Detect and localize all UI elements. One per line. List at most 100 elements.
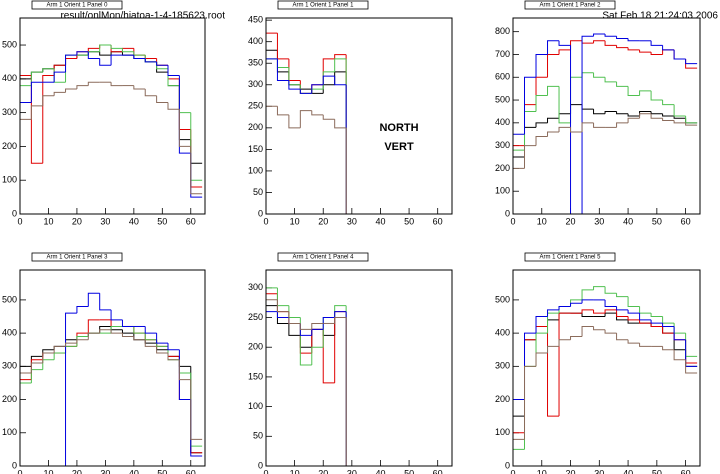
histogram-bin	[673, 104, 686, 117]
histogram-bin	[76, 339, 89, 344]
histogram-bin	[570, 40, 583, 50]
histogram-bin	[288, 67, 301, 86]
histogram-bin	[685, 339, 698, 364]
histogram-bin	[650, 90, 663, 101]
histogram-bin	[311, 346, 324, 366]
y-tick-label: 500	[495, 94, 510, 104]
histogram-bin	[288, 114, 301, 129]
histogram-bin	[156, 95, 168, 103]
histogram-bin	[144, 58, 157, 63]
y-tick-label: 200	[495, 394, 510, 404]
histogram-bin	[581, 313, 594, 318]
histogram-bin	[65, 54, 77, 73]
histogram-bin	[265, 58, 278, 214]
histogram-bin	[190, 399, 203, 457]
histogram-bin	[276, 106, 289, 116]
histogram-bin	[167, 65, 180, 76]
histogram-bin	[299, 110, 312, 128]
histogram-bin	[581, 35, 594, 214]
histogram-bin	[673, 49, 686, 60]
y-tick-label: 100	[495, 186, 510, 196]
histogram-bin	[19, 382, 32, 466]
histogram-bin	[265, 293, 278, 466]
histogram-bin	[570, 76, 583, 123]
histogram-bin	[673, 326, 686, 341]
histogram-bin	[639, 49, 652, 53]
histogram-bin	[627, 316, 640, 321]
x-tick-label: 40	[129, 216, 139, 226]
histogram-bin	[156, 61, 168, 66]
histogram-bin	[110, 82, 123, 87]
histogram-bin	[144, 333, 157, 341]
histogram-bin	[53, 352, 66, 360]
histogram-bin	[558, 49, 571, 55]
histogram-bin	[581, 122, 594, 132]
plot-frame	[265, 17, 453, 215]
y-tick-label: 0	[258, 208, 263, 218]
histogram-bin	[627, 319, 640, 324]
y-tick-label: 500	[2, 294, 17, 304]
y-tick-label: 300	[248, 79, 263, 89]
histogram-bin	[288, 71, 301, 86]
histogram-bin	[87, 319, 100, 334]
x-tick-label: 10	[43, 216, 53, 226]
y-tick-label: 50	[253, 431, 263, 441]
x-tick-label: 0	[17, 468, 22, 474]
timestamp: Sat Feb 18 21:24:03 2006	[602, 11, 718, 22]
histogram-bin	[535, 122, 548, 128]
histogram-bin	[30, 105, 43, 120]
histogram-bin	[190, 129, 203, 188]
x-tick-label: 40	[375, 216, 385, 226]
histogram-bin	[121, 319, 134, 327]
histogram-bin	[650, 319, 663, 324]
histogram-bin	[524, 365, 537, 440]
y-tick-label: 150	[248, 371, 263, 381]
x-tick-label: 40	[623, 216, 633, 226]
x-tick-label: 40	[375, 468, 385, 474]
histogram-bin	[276, 33, 289, 60]
y-tick-label: 300	[248, 282, 263, 292]
histogram-bin	[121, 47, 134, 52]
histogram-bin	[322, 114, 335, 120]
histogram-bin	[121, 51, 134, 56]
histogram-bin	[121, 333, 134, 337]
x-tick-label: 0	[510, 216, 515, 226]
histogram-bin	[581, 72, 594, 78]
histogram-bin	[639, 313, 652, 321]
x-tick-label: 30	[347, 468, 357, 474]
histogram-bin	[53, 64, 66, 69]
histogram-bin	[156, 61, 168, 73]
histogram-bin	[30, 71, 43, 79]
histogram-bin	[53, 68, 66, 83]
histogram-bin	[650, 313, 663, 318]
histogram-bin	[524, 339, 537, 417]
histogram-bin	[524, 104, 537, 146]
histogram-bin	[276, 311, 289, 319]
histogram-bin	[547, 40, 560, 55]
histogram-bin	[133, 336, 146, 341]
histogram-bin	[662, 118, 675, 122]
histogram-bin	[288, 311, 301, 324]
y-tick-label: 400	[495, 327, 510, 337]
y-tick-label: 200	[2, 394, 17, 404]
histogram-bin	[99, 58, 112, 66]
histogram-bin	[65, 58, 77, 66]
histogram-bin	[53, 71, 66, 83]
histogram-bin	[42, 95, 55, 106]
histogram-bin	[639, 306, 652, 314]
histogram-bin	[639, 90, 652, 96]
histogram-bin	[558, 86, 571, 124]
histogram-bin	[190, 112, 203, 181]
histogram-bin	[265, 105, 278, 214]
x-tick-label: 60	[433, 468, 443, 474]
histogram-bin	[345, 317, 358, 467]
histogram-bin	[76, 335, 89, 347]
histogram-bin	[558, 339, 571, 347]
histogram-bin	[345, 58, 358, 215]
y-tick-label: 700	[495, 49, 510, 59]
histogram-bin	[345, 71, 358, 215]
histogram-bin	[178, 109, 191, 147]
histogram-bin	[87, 47, 100, 52]
x-tick-label: 20	[566, 468, 576, 474]
panel-title-box	[524, 0, 616, 10]
